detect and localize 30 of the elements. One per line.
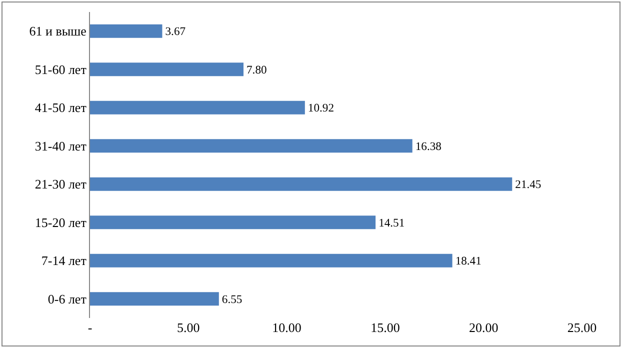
data-label: 6.55 bbox=[222, 292, 242, 306]
y-tick-label: 41-50 лет bbox=[34, 100, 87, 116]
data-label: 18.41 bbox=[455, 254, 482, 268]
data-label: 21.45 bbox=[515, 178, 542, 192]
data-label: 7.80 bbox=[246, 63, 267, 76]
bar bbox=[90, 24, 162, 38]
y-tick-label: 51-60 лет bbox=[34, 62, 87, 77]
y-tick-label: 7-14 лет bbox=[41, 253, 87, 268]
bar bbox=[90, 62, 244, 76]
data-label: 14.51 bbox=[378, 216, 405, 230]
x-tick-label: 25.00 bbox=[567, 320, 597, 335]
bar bbox=[90, 139, 412, 153]
data-label: 10.92 bbox=[308, 102, 334, 115]
bar bbox=[90, 100, 305, 114]
x-tick-label: 20.00 bbox=[468, 320, 498, 335]
x-tick-label: 10.00 bbox=[272, 320, 302, 335]
y-tick-label: 15-20 лет bbox=[34, 214, 87, 230]
y-tick-label: 0-6 лет bbox=[48, 291, 87, 306]
bar bbox=[90, 177, 512, 191]
x-tick-label: - bbox=[88, 320, 92, 335]
bar bbox=[90, 216, 376, 230]
x-tick-label: 15.00 bbox=[370, 320, 400, 335]
data-label: 16.38 bbox=[415, 140, 442, 153]
bar bbox=[90, 254, 452, 268]
data-label: 3.67 bbox=[165, 25, 186, 38]
y-tick-label: 21-30 лет bbox=[34, 176, 87, 192]
y-tick-label: 61 и выше bbox=[29, 24, 87, 39]
x-tick-label: 5.00 bbox=[177, 320, 200, 335]
bar bbox=[90, 292, 219, 306]
y-tick-label: 31-40 лет bbox=[34, 138, 87, 154]
